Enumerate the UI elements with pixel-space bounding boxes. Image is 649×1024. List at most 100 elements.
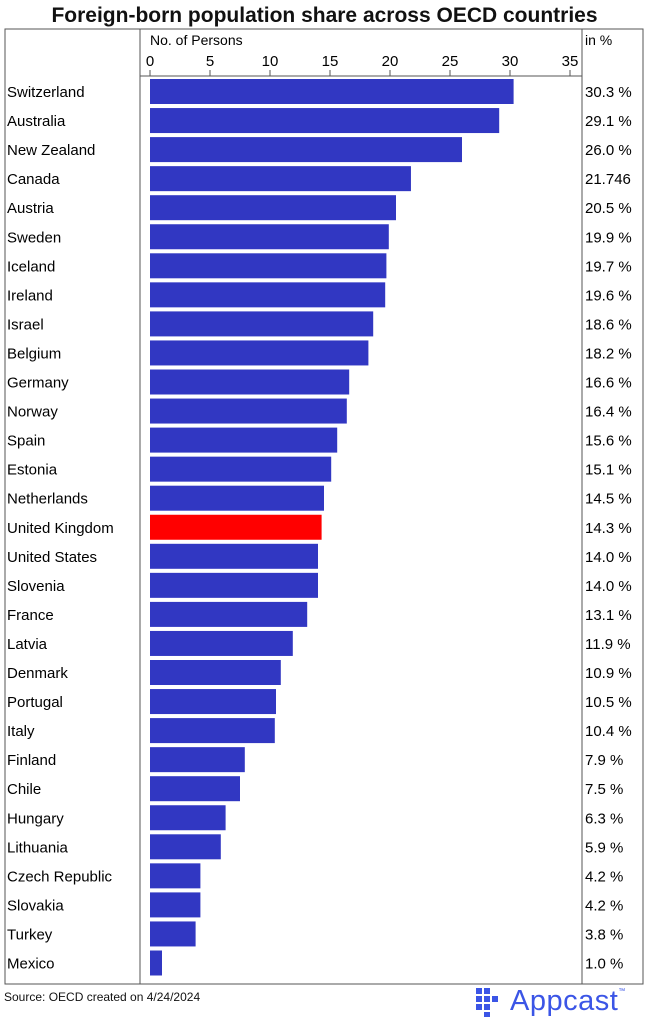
x-tick-label: 25: [442, 53, 459, 70]
bar-iceland: [150, 253, 387, 279]
category-label: Chile: [7, 781, 41, 798]
value-label: 7.5 %: [585, 781, 623, 798]
bar-switzerland: [150, 79, 514, 104]
category-label: Ireland: [7, 287, 53, 304]
category-label: Slovenia: [7, 578, 65, 595]
bar-hungary: [150, 805, 226, 831]
value-label: 19.9 %: [585, 229, 632, 246]
bar-chile: [150, 776, 240, 802]
bar-austria: [150, 195, 396, 221]
category-label: Australia: [7, 113, 66, 130]
category-label: Finland: [7, 752, 56, 769]
value-label: 14.5 %: [585, 491, 632, 508]
bar-mexico: [150, 950, 162, 976]
x-axis-label: No. of Persons: [150, 32, 243, 48]
value-label: 19.7 %: [585, 258, 632, 275]
bar-denmark: [150, 660, 281, 685]
category-label: Germany: [7, 375, 69, 392]
bar-ireland: [150, 282, 386, 308]
value-label: 7.9 %: [585, 752, 623, 769]
value-label: 16.4 %: [585, 404, 632, 421]
value-label: 15.6 %: [585, 433, 632, 450]
chart-frame: [4, 28, 644, 985]
value-label: 14.0 %: [585, 549, 632, 566]
category-label: Mexico: [7, 956, 55, 973]
category-label: Austria: [7, 200, 54, 217]
value-label: 14.3 %: [585, 520, 632, 537]
value-label: 19.6 %: [585, 287, 632, 304]
value-label: 16.6 %: [585, 375, 632, 392]
category-label: New Zealand: [7, 142, 95, 159]
category-label: Israel: [7, 316, 44, 333]
value-label: 10.4 %: [585, 723, 632, 740]
category-label: Spain: [7, 433, 45, 450]
bar-italy: [150, 718, 275, 744]
bar-united-kingdom: [150, 514, 322, 540]
category-label: Turkey: [7, 926, 53, 943]
category-labels: Switzerland Australia New Zealand Canada Aus…: [7, 84, 114, 973]
bar-lithuania: [150, 834, 221, 860]
value-label: 5.9 %: [585, 839, 623, 856]
value-label: 1.0 %: [585, 956, 623, 973]
bar-slovakia: [150, 892, 201, 918]
value-label: 14.0 %: [585, 578, 632, 595]
category-label: Norway: [7, 404, 58, 421]
bar-germany: [150, 369, 350, 395]
bars-group: [150, 79, 514, 976]
source-note: Source: OECD created on 4/24/2024: [4, 990, 201, 1004]
x-tick-label: 30: [502, 53, 519, 70]
bar-spain: [150, 427, 338, 453]
value-label: 29.1 %: [585, 113, 632, 130]
x-tick-label: 10: [262, 53, 279, 70]
value-labels: 30.3 % 29.1 % 26.0 % 21.746 20.5 % 19.9 % 19.7…: [585, 84, 632, 973]
appcast-logo: Appcast ™: [474, 984, 625, 1018]
category-label: Sweden: [7, 229, 61, 246]
bar-norway: [150, 398, 347, 424]
category-label: Belgium: [7, 345, 61, 362]
x-tick-label: 20: [382, 53, 399, 70]
bar-new-zealand: [150, 137, 462, 163]
category-label: Denmark: [7, 665, 68, 682]
bar-portugal: [150, 689, 276, 715]
category-label: Estonia: [7, 462, 58, 479]
category-label: Iceland: [7, 258, 55, 275]
x-tick-label: 0: [146, 53, 154, 70]
value-label: 3.8 %: [585, 926, 623, 943]
bar-latvia: [150, 630, 293, 656]
value-label: 4.2 %: [585, 868, 623, 885]
category-label: Lithuania: [7, 839, 69, 856]
bar-finland: [150, 747, 245, 773]
category-label: Hungary: [7, 810, 64, 827]
category-label: United Kingdom: [7, 520, 114, 537]
value-label: 18.2 %: [585, 345, 632, 362]
value-label: 20.5 %: [585, 200, 632, 217]
bar-canada: [150, 166, 411, 192]
category-label: Canada: [7, 171, 60, 188]
value-label: 4.2 %: [585, 897, 623, 914]
value-label: 21.746: [585, 171, 631, 188]
value-label: 15.1 %: [585, 462, 632, 479]
value-label: 6.3 %: [585, 810, 623, 827]
category-label: Czech Republic: [7, 868, 113, 885]
appcast-trademark: ™: [618, 988, 626, 995]
x-tick-label: 35: [562, 53, 579, 70]
appcast-logo-icon: [476, 988, 498, 1017]
chart-title: Foreign-born population share across OEC…: [51, 4, 598, 27]
value-label: 13.1 %: [585, 607, 632, 624]
value-label: 26.0 %: [585, 142, 632, 159]
value-label: 10.9 %: [585, 665, 632, 682]
value-label: 10.5 %: [585, 694, 632, 711]
category-label: Portugal: [7, 694, 63, 711]
appcast-logo-text: Appcast: [510, 984, 619, 1017]
bar-estonia: [150, 456, 332, 482]
bar-netherlands: [150, 485, 324, 511]
category-label: France: [7, 607, 54, 624]
x-tick-label: 15: [322, 53, 339, 70]
value-column-header: in %: [585, 32, 612, 48]
bar-slovenia: [150, 572, 318, 598]
x-axis-ticks: 0 5 10 15 20 25 30 35: [146, 53, 579, 76]
category-label: Switzerland: [7, 84, 85, 101]
value-label: 11.9 %: [585, 636, 631, 653]
bar-france: [150, 601, 308, 627]
bar-israel: [150, 311, 374, 337]
